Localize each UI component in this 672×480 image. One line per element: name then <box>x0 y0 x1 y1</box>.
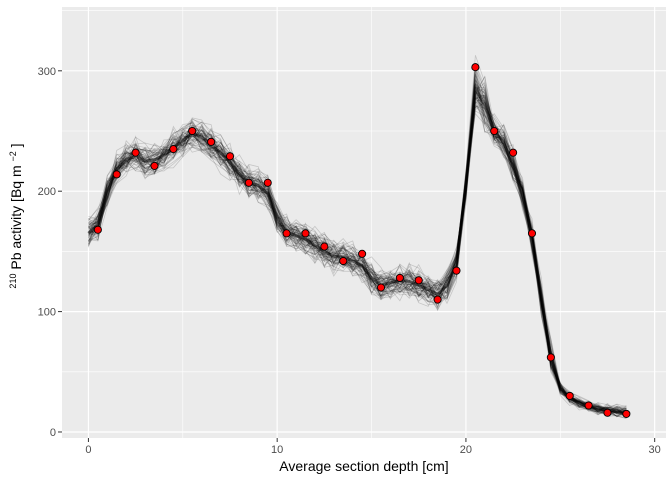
x-tick-label: 20 <box>460 444 472 456</box>
data-point <box>414 276 423 285</box>
model-trace <box>88 74 627 419</box>
data-point <box>169 145 178 154</box>
y-axis-title-close: ] <box>8 143 24 147</box>
model-trace <box>88 82 627 412</box>
y-tick-label: 300 <box>38 66 56 78</box>
data-point <box>603 408 612 417</box>
x-tick-label: 0 <box>85 444 91 456</box>
data-point <box>282 229 291 238</box>
data-point <box>433 295 442 304</box>
grid-major <box>62 7 666 438</box>
data-point <box>565 391 574 400</box>
y-axis-title-isotope: 210 <box>8 274 18 289</box>
data-points <box>93 63 631 418</box>
data-point <box>225 152 235 161</box>
x-axis-title: Average section depth [cm] <box>279 458 448 474</box>
y-tick-label: 0 <box>50 427 56 439</box>
y-axis-title-exponent: −2 <box>8 151 18 161</box>
data-point <box>244 178 253 187</box>
data-point <box>339 256 348 266</box>
data-point <box>93 225 102 234</box>
y-axis-ticks: 0 100 200 300 <box>38 66 62 439</box>
data-point <box>376 283 386 292</box>
plot-panel <box>62 7 666 438</box>
data-point <box>301 229 310 238</box>
data-point <box>509 148 518 157</box>
data-point <box>131 148 140 157</box>
data-point <box>263 178 272 187</box>
data-point <box>490 126 499 136</box>
y-axis-title: 210 Pb activity [Bq m −2 ] <box>3 143 24 288</box>
y-tick-label: 100 <box>38 307 56 319</box>
data-point <box>584 401 593 410</box>
model-ensemble <box>87 55 627 419</box>
model-median <box>87 84 627 415</box>
y-axis-title-main: Pb activity [Bq m <box>8 165 24 269</box>
data-point <box>471 63 480 72</box>
data-point <box>395 273 404 282</box>
data-point <box>150 161 159 170</box>
data-point <box>112 170 121 179</box>
x-tick-label: 10 <box>271 444 283 456</box>
x-tick-label: 30 <box>649 444 661 456</box>
data-point <box>188 126 197 136</box>
x-axis-ticks: 0 10 20 30 <box>85 438 661 456</box>
model-trace <box>88 75 627 411</box>
data-point <box>207 137 216 146</box>
data-point <box>527 229 537 238</box>
data-point <box>452 266 461 275</box>
data-point <box>546 353 555 362</box>
data-point <box>358 249 367 258</box>
data-point <box>320 242 329 251</box>
y-tick-label: 200 <box>38 186 56 198</box>
data-point <box>622 409 631 418</box>
model-trace <box>88 96 627 410</box>
